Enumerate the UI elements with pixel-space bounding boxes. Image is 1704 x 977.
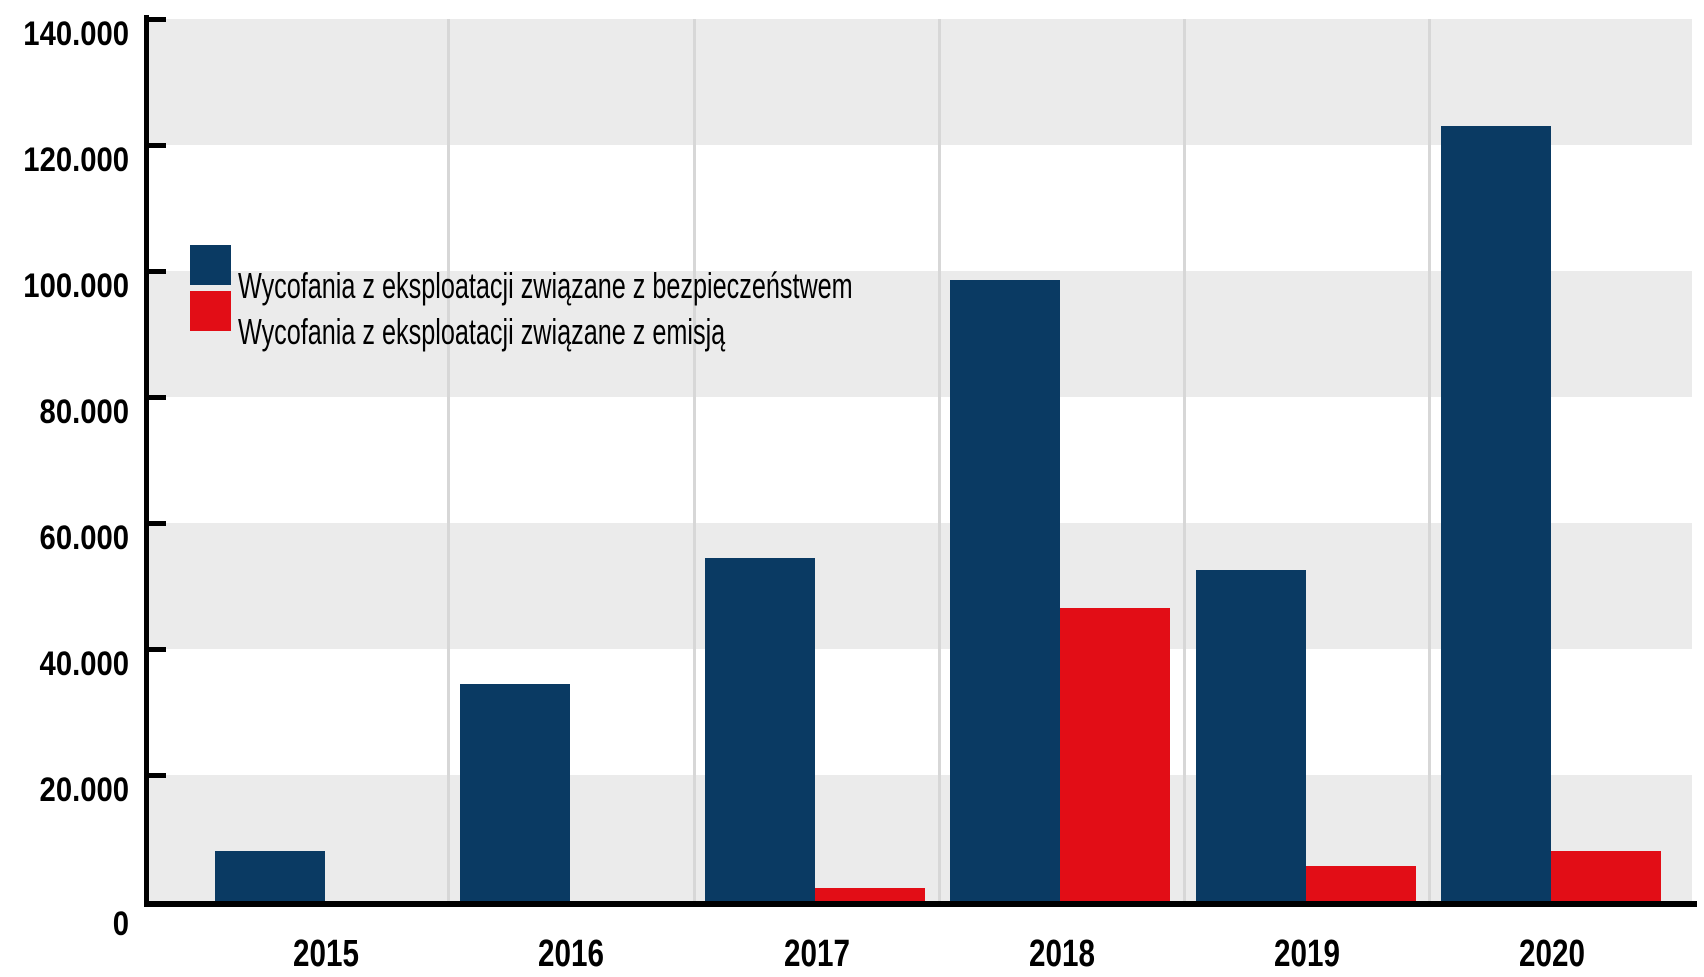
legend-label-safety: Wycofania z eksploatacji związane z bezp… bbox=[238, 265, 1116, 306]
stripe-band-0-20000 bbox=[149, 775, 1692, 901]
y-axis-line bbox=[144, 15, 149, 907]
bar-2016-safety bbox=[459, 683, 570, 902]
y-label-120000: 120.000 bbox=[23, 141, 130, 179]
gridline-2 bbox=[692, 19, 696, 901]
bar-2015-safety bbox=[214, 850, 325, 902]
y-tick-120000 bbox=[144, 143, 166, 148]
x-label-2020: 2020 bbox=[1519, 933, 1586, 975]
bar-2018-safety bbox=[950, 280, 1061, 902]
y-label-0: 0 bbox=[112, 905, 129, 943]
y-label-20000: 20.000 bbox=[39, 771, 129, 809]
stripe-band-80000-100000 bbox=[149, 271, 1692, 397]
x-axis-line bbox=[144, 901, 1697, 907]
x-label-2015: 2015 bbox=[293, 933, 360, 975]
y-label-140000: 140.000 bbox=[23, 15, 130, 53]
y-tick-80000 bbox=[144, 395, 166, 400]
legend-label-safety-text: Wycofania z eksploatacji związane z bezp… bbox=[238, 265, 853, 306]
bar-2018-emission bbox=[1060, 608, 1171, 902]
gridline-5 bbox=[1428, 19, 1432, 901]
gridline-1 bbox=[447, 19, 451, 901]
gridline-3 bbox=[937, 19, 941, 901]
x-label-2016: 2016 bbox=[538, 933, 605, 975]
y-tick-140000 bbox=[144, 17, 166, 22]
y-label-40000: 40.000 bbox=[39, 645, 129, 683]
legend-swatch-safety bbox=[190, 245, 231, 285]
y-tick-20000 bbox=[144, 773, 166, 778]
y-label-80000: 80.000 bbox=[39, 393, 129, 431]
bar-2019-emission bbox=[1305, 866, 1416, 902]
legend-label-emission-text: Wycofania z eksploatacji związane z emis… bbox=[238, 311, 726, 352]
legend-label-emission: Wycofania z eksploatacji związane z emis… bbox=[238, 311, 934, 352]
y-label-60000: 60.000 bbox=[39, 519, 129, 557]
bar-2017-emission bbox=[815, 888, 925, 902]
bar-2020-emission bbox=[1550, 850, 1661, 902]
y-tick-60000 bbox=[144, 521, 166, 526]
legend-swatch-emission bbox=[190, 291, 231, 331]
bar-2020-safety bbox=[1440, 126, 1551, 902]
x-label-2018: 2018 bbox=[1028, 933, 1095, 975]
x-label-2019: 2019 bbox=[1274, 933, 1341, 975]
stripe-band-120000-140000 bbox=[149, 19, 1692, 145]
bar-2019-safety bbox=[1195, 570, 1306, 902]
y-tick-40000 bbox=[144, 647, 166, 652]
stripe-band-40000-60000 bbox=[149, 523, 1692, 649]
x-label-2017: 2017 bbox=[783, 933, 850, 975]
y-tick-100000 bbox=[144, 269, 166, 274]
gridline-4 bbox=[1183, 19, 1186, 901]
bar-2017-safety bbox=[705, 557, 815, 902]
y-label-100000: 100.000 bbox=[23, 267, 130, 305]
